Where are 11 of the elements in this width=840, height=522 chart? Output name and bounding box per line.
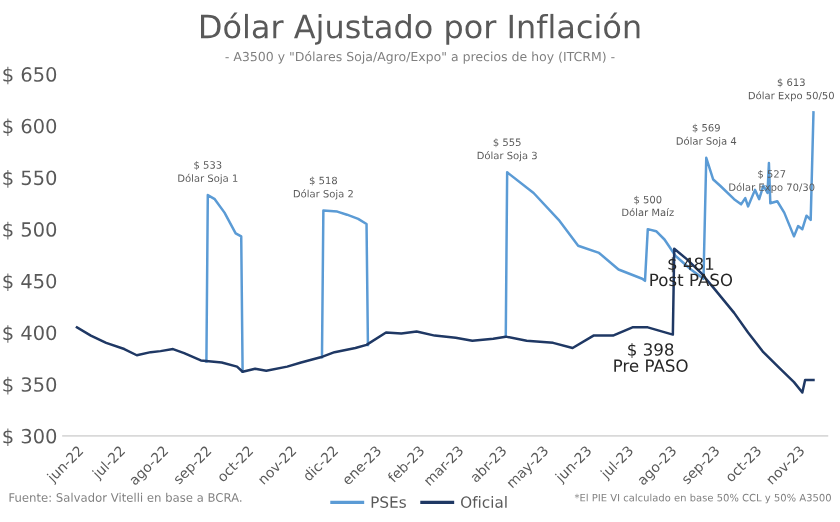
chart-title: Dólar Ajustado por Inflación: [201, 12, 640, 45]
line-series: [75, 247, 815, 394]
y-tick-label: $ 400: [3, 325, 57, 343]
y-tick-label: $ 300: [3, 428, 57, 447]
y-tick-label: $ 450: [3, 273, 57, 292]
y-tick-label: $ 550: [3, 170, 57, 188]
y-tick-label: $ 600: [3, 118, 57, 137]
y-tick-label: $ 350: [3, 376, 57, 395]
annotation: $ 398 Pre PASO: [614, 342, 688, 372]
y-tick-label: $ 500: [3, 221, 57, 240]
y-tick-label: $ 650: [3, 66, 57, 85]
